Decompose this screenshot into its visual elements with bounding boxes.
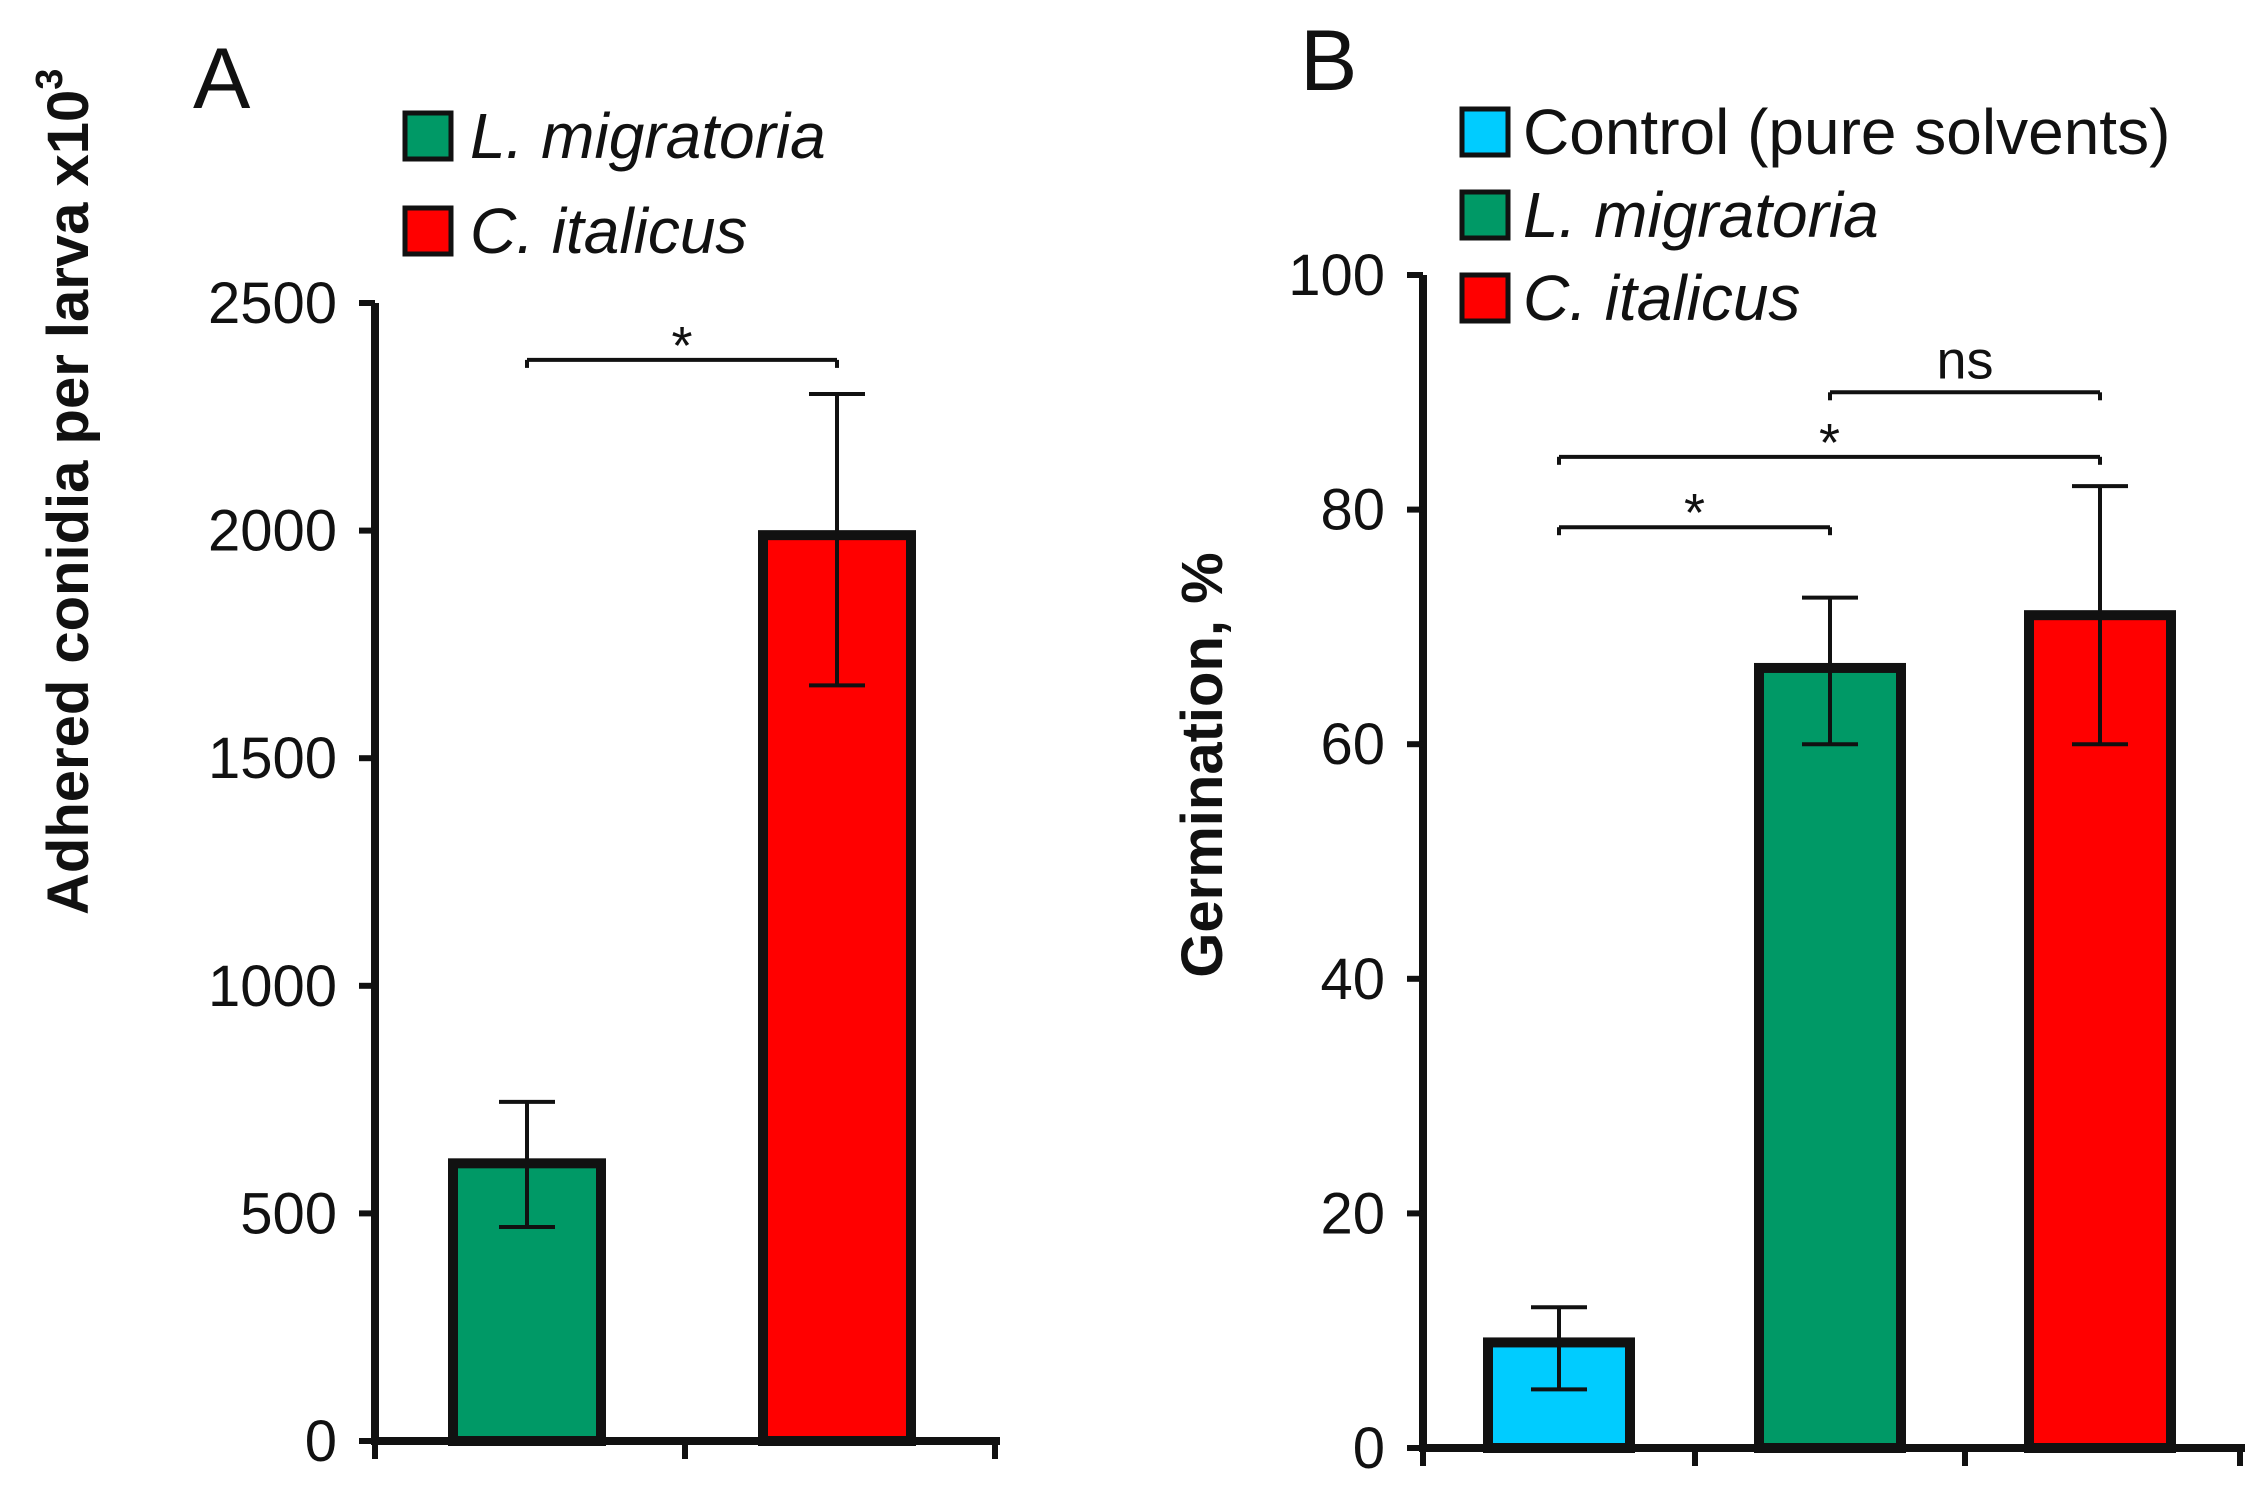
panel-b-plot: 0 20 40 60 80 100 * * ns xyxy=(1288,243,2245,1481)
panel-a-letter: A xyxy=(193,31,251,127)
bar-3 xyxy=(2024,610,2176,1453)
y-tick-label: 1500 xyxy=(208,726,337,791)
y-tick-label: 0 xyxy=(305,1409,337,1474)
y-tick-label: 40 xyxy=(1320,947,1385,1012)
y-tick-label: 1000 xyxy=(208,954,337,1019)
panel-a: A L. migratoria C. italicus 0 500 1000 1500 2… xyxy=(29,31,1000,1474)
legend-swatch xyxy=(1459,189,1511,241)
legend-item-2: C. italicus xyxy=(402,195,747,267)
error-bar-1 xyxy=(1531,1305,1587,1392)
panel-a-y-axis-label-text: Adhered conidia per larva x10 xyxy=(36,90,101,915)
y-tick-label: 0 xyxy=(1353,1416,1385,1481)
y-tick-label: 2500 xyxy=(208,271,337,336)
error-bar-2 xyxy=(809,392,865,688)
panel-b-y-axis-label: Germination, % xyxy=(1170,552,1235,977)
legend-swatch xyxy=(402,205,454,257)
bar-2 xyxy=(1754,662,1906,1453)
y-tick-label: 100 xyxy=(1288,243,1385,308)
panel-a-y-axis-label: Adhered conidia per larva x103 xyxy=(29,69,101,915)
significance-bracket-1: * xyxy=(525,316,839,376)
significance-label: * xyxy=(671,316,692,376)
significance-label: ns xyxy=(1936,330,1993,390)
legend-swatch xyxy=(402,110,454,162)
error-bar-1 xyxy=(499,1099,555,1230)
legend-swatch xyxy=(1459,106,1511,158)
significance-label: * xyxy=(1819,413,1840,473)
error-bar-3 xyxy=(2072,484,2128,747)
legend-label: C. italicus xyxy=(470,195,747,267)
significance-bracket-1: * xyxy=(1557,483,1832,543)
panel-b-letter: B xyxy=(1300,13,1357,109)
y-tick-label: 60 xyxy=(1320,712,1385,777)
legend-item-3: C. italicus xyxy=(1459,262,1800,334)
panel-b-legend: Control (pure solvents) L. migratoria C. i… xyxy=(1459,96,2170,334)
legend-label: Control (pure solvents) xyxy=(1523,96,2170,168)
y-tick-label: 2000 xyxy=(208,499,337,564)
legend-label: L. migratoria xyxy=(470,100,826,172)
y-tick-label: 500 xyxy=(240,1181,337,1246)
legend-label: L. migratoria xyxy=(1523,179,1879,251)
legend-item-1: L. migratoria xyxy=(402,100,826,172)
legend-swatch xyxy=(1459,272,1511,324)
significance-bracket-3: ns xyxy=(1828,330,2102,401)
panel-a-plot: 0 500 1000 1500 2000 2500 * xyxy=(208,271,1000,1474)
legend-label: C. italicus xyxy=(1523,262,1800,334)
panel-a-legend: L. migratoria C. italicus xyxy=(402,100,826,267)
panel-b: B Control (pure solvents) L. migratoria C.… xyxy=(1170,13,2245,1481)
panel-a-y-axis-label-superscript: 3 xyxy=(29,69,71,90)
y-tick-label: 80 xyxy=(1320,478,1385,543)
significance-bracket-2: * xyxy=(1557,413,2102,473)
legend-item-2: L. migratoria xyxy=(1459,179,1879,251)
legend-item-1: Control (pure solvents) xyxy=(1459,96,2170,168)
significance-label: * xyxy=(1684,483,1705,543)
error-bar-2 xyxy=(1802,595,1858,747)
y-tick-label: 20 xyxy=(1320,1181,1385,1246)
